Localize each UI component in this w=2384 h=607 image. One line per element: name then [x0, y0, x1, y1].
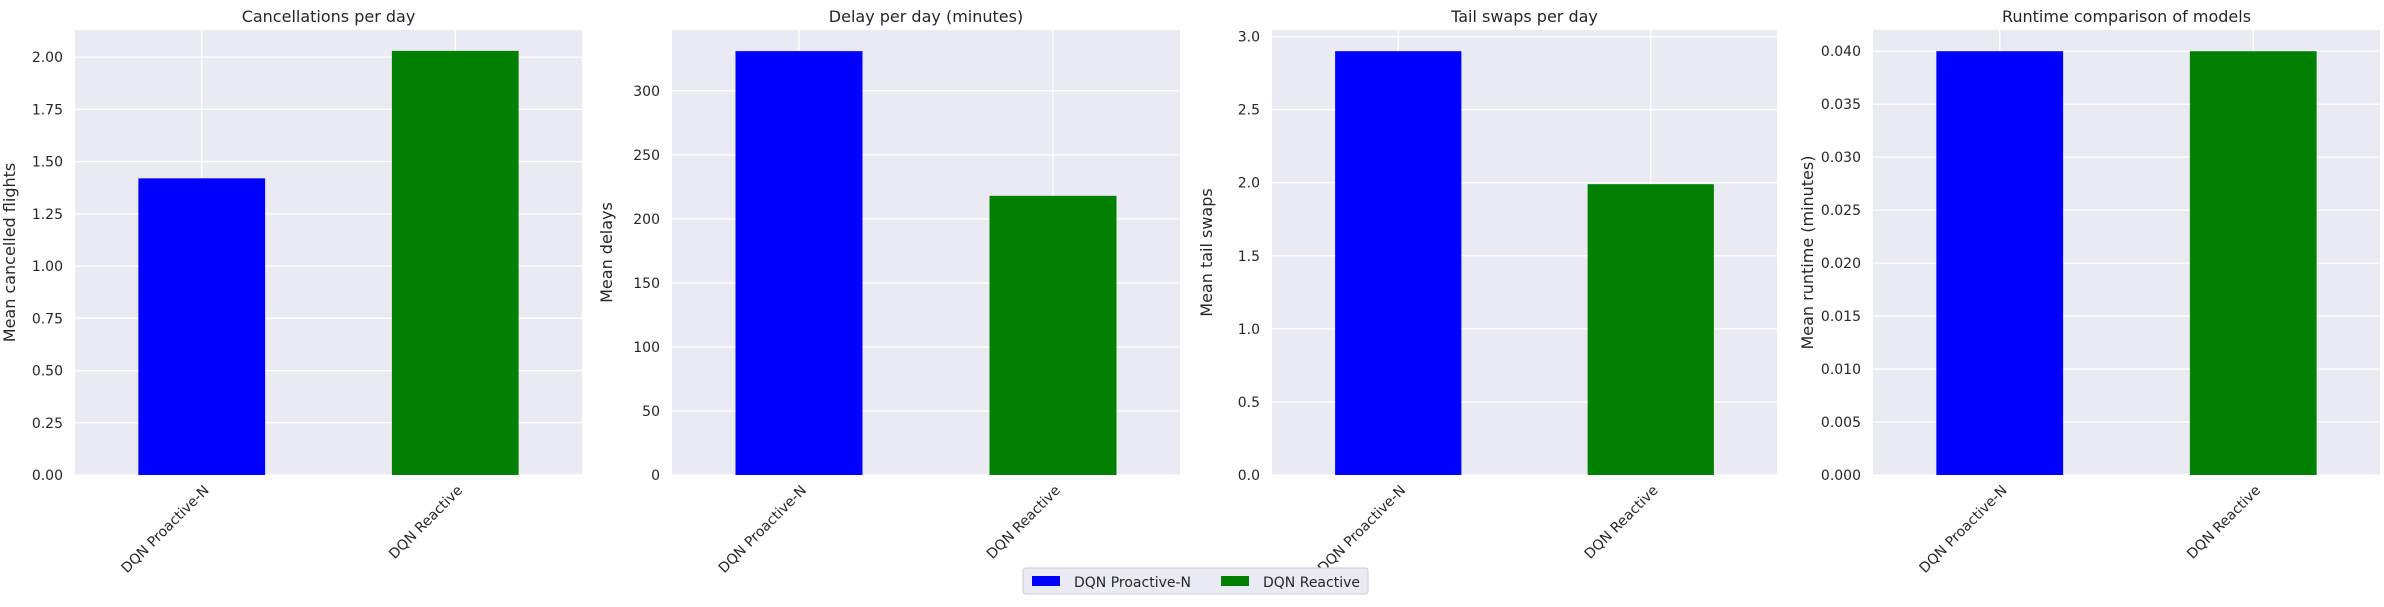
x-tick-label: DQN Reactive	[2184, 483, 2264, 563]
y-axis-label: Mean cancelled flights	[0, 163, 19, 342]
y-tick-label: 150	[633, 276, 660, 292]
y-tick-label: 1.25	[32, 207, 63, 223]
y-tick-label: 0.000	[1821, 468, 1861, 484]
x-tick-label: DQN Proactive-N	[1917, 483, 2011, 577]
subplot-4: 0.000 0.005 0.010 0.015 0.020 0.025 0.030 0.035…	[1798, 7, 2380, 577]
y-tick-label: 0.025	[1821, 203, 1861, 219]
y-tick-label: 0.040	[1821, 44, 1861, 60]
x-tick-label: DQN Reactive	[386, 483, 466, 563]
y-tick-label: 2.5	[1238, 103, 1260, 119]
y-tick-label: 0.030	[1821, 150, 1861, 166]
y-tick-label: 0.75	[32, 311, 63, 327]
bar-dqn-proactive-n	[735, 51, 863, 476]
x-tick-label: DQN Reactive	[1582, 483, 1662, 563]
bar-dqn-proactive-n	[1936, 51, 2064, 475]
y-tick-label: 2.00	[32, 50, 63, 66]
y-tick-label: 300	[633, 84, 660, 100]
legend-label: DQN Reactive	[1263, 575, 1360, 591]
chart-title: Runtime comparison of models	[2002, 7, 2251, 26]
y-tick-label: 0.010	[1821, 362, 1861, 378]
bar-dqn-proactive-n	[138, 178, 266, 476]
subplot-1: 0.00 0.25 0.50 0.75 1.00 1.25 1.50 1.75 2.00 DQN …	[0, 7, 582, 577]
y-axis-label: Mean tail swaps	[1197, 188, 1216, 316]
y-tick-label: 0.0	[1238, 468, 1260, 484]
bar-dqn-reactive	[1587, 184, 1714, 475]
y-tick-label: 0.035	[1821, 97, 1861, 113]
y-tick-label: 0.020	[1821, 256, 1861, 272]
legend-label: DQN Proactive-N	[1074, 575, 1191, 591]
y-tick-label: 200	[633, 212, 660, 228]
x-tick-label: DQN Reactive	[984, 483, 1064, 563]
y-tick-label: 3.0	[1238, 30, 1260, 46]
legend-swatch	[1221, 576, 1249, 586]
legend: DQN Proactive-N DQN Reactive	[1022, 567, 1369, 595]
y-tick-label: 0.5	[1238, 395, 1260, 411]
y-tick-label: 0	[651, 468, 660, 484]
bar-dqn-proactive-n	[1335, 51, 1462, 475]
chart-title: Tail swaps per day	[1450, 7, 1598, 26]
y-axis-label: Mean delays	[597, 202, 616, 303]
y-tick-label: 1.5	[1238, 249, 1260, 265]
y-axis-label: Mean runtime (minutes)	[1798, 155, 1817, 349]
y-tick-label: 2.0	[1238, 176, 1260, 192]
chart-title: Delay per day (minutes)	[829, 7, 1023, 26]
legend-swatch	[1032, 576, 1060, 586]
y-tick-label: 1.50	[32, 155, 63, 171]
subplot-3: 0.0 0.5 1.0 1.5 2.0 2.5 3.0 DQN Proactive-N DQN …	[1197, 7, 1777, 577]
y-tick-label: 1.0	[1238, 322, 1260, 338]
y-tick-label: 1.75	[32, 102, 63, 118]
x-tick-label: DQN Proactive-N	[716, 483, 810, 577]
chart-title: Cancellations per day	[242, 7, 416, 26]
y-tick-label: 0.00	[32, 468, 63, 484]
y-tick-label: 0.50	[32, 364, 63, 380]
bar-dqn-reactive	[2189, 51, 2317, 475]
bar-dqn-reactive	[391, 50, 519, 475]
y-tick-label: 0.005	[1821, 415, 1861, 431]
y-tick-label: 250	[633, 148, 660, 164]
x-tick-label: DQN Proactive-N	[119, 483, 213, 577]
y-tick-label: 0.25	[32, 416, 63, 432]
subplot-2: 0 50 100 150 200 250 300 DQN Proactive-N DQN Rea…	[597, 7, 1180, 577]
y-tick-label: 100	[633, 340, 660, 356]
legend-frame	[1022, 567, 1369, 595]
y-tick-label: 0.015	[1821, 309, 1861, 325]
y-tick-label: 50	[642, 404, 660, 420]
x-tick-label: DQN Proactive-N	[1315, 483, 1409, 577]
bar-dqn-reactive	[989, 195, 1117, 475]
y-tick-label: 1.00	[32, 259, 63, 275]
